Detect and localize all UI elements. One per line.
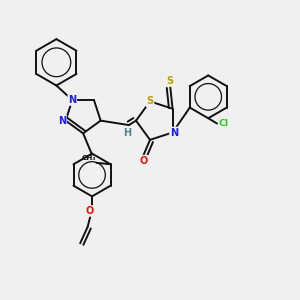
Text: Cl: Cl (219, 119, 229, 128)
Text: N: N (58, 116, 66, 126)
Text: CH₃: CH₃ (81, 155, 96, 161)
Text: S: S (167, 76, 174, 86)
Text: S: S (146, 96, 154, 106)
Text: O: O (139, 156, 148, 166)
Text: H: H (123, 128, 131, 138)
Text: O: O (85, 206, 94, 216)
Text: N: N (170, 128, 178, 137)
Text: N: N (68, 95, 76, 105)
